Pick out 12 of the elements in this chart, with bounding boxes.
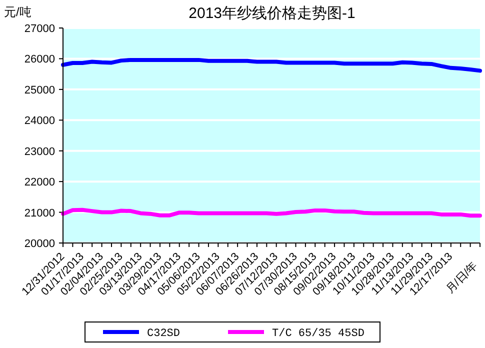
y-tick-label: 25000 [24, 84, 55, 96]
y-tick-label: 24000 [24, 115, 55, 128]
y-tick-label: 26000 [24, 54, 55, 66]
legend-label: C32SD [147, 328, 180, 340]
chart-title: 2013年纱线价格走势图-1 [188, 5, 356, 22]
y-tick-label: 20000 [24, 238, 55, 250]
y-tick-label: 21000 [24, 207, 55, 220]
y-axis-title: 元/吨 [4, 5, 32, 19]
y-tick-label: 22000 [24, 176, 55, 189]
legend-label: T/C 65/35 45SD [272, 328, 365, 340]
y-tick-label: 27000 [24, 23, 55, 35]
y-tick-label: 23000 [24, 146, 55, 158]
